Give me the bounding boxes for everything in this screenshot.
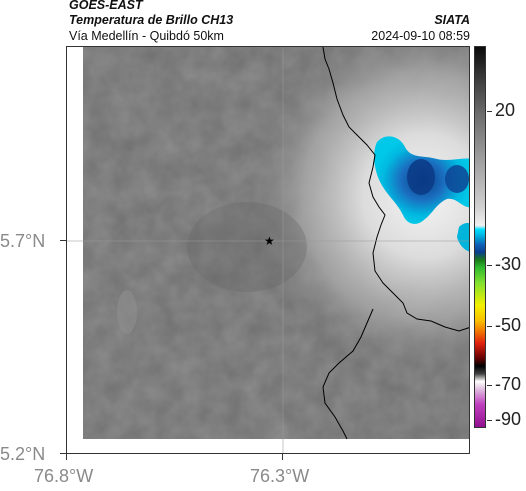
lon-label-76-3: 76.3°W — [250, 466, 310, 486]
colorbar-label-20: 20 — [495, 100, 516, 120]
lon-label-76-8: 76.8°W — [34, 466, 94, 486]
lat-label-5-7: 5.7°N — [0, 231, 46, 251]
star-marker-icon: ★ — [264, 234, 275, 248]
satellite-map: ★ — [66, 46, 470, 454]
colorbar-label-neg70: -70 — [495, 374, 522, 394]
colorbar-label-neg50: -50 — [495, 315, 522, 335]
brightness-temperature-image: ★ — [67, 47, 469, 453]
border-line-south — [322, 308, 374, 440]
satellite-title: GOES-EAST — [69, 0, 143, 12]
route-subtitle: Vía Medellín - Quibdó 50km — [69, 29, 224, 43]
colorbar — [474, 46, 486, 428]
org-label: SIATA — [434, 13, 470, 27]
colorbar-label-neg90: -90 — [495, 409, 522, 429]
border-line-east — [322, 47, 469, 332]
timestamp: 2024-09-10 08:59 — [371, 29, 470, 43]
product-title: Temperatura de Brillo CH13 — [69, 13, 234, 27]
colorbar-label-neg30: -30 — [495, 254, 522, 274]
lat-label-5-2: 5.2°N — [0, 444, 46, 464]
